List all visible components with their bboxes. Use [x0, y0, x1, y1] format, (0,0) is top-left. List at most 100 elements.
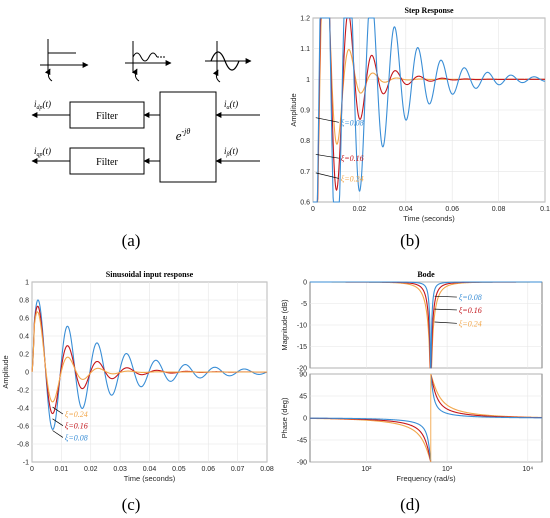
sin-y-tick-label: -0.2 — [17, 388, 29, 395]
input-beta-label: iβ(t) — [224, 146, 238, 158]
sinusoidal-response-chart: Sinusoidal input response 0 0.01 0.02 0.03 0.… — [2, 270, 274, 483]
step-response-title: Step Response — [404, 6, 454, 15]
bode-mag-y-tick-label: -15 — [297, 344, 307, 351]
sin-y-tick-label: 1 — [25, 280, 29, 287]
filter-top-label: Filter — [96, 111, 118, 122]
step-annotation-label: ξ=0.16 — [341, 154, 364, 163]
sin-annotation-leader — [52, 406, 64, 415]
bode-phase-y-tick-label: 90 — [299, 372, 307, 379]
step-annotation-leader — [315, 117, 339, 123]
sin-y-tick-label: -1 — [23, 460, 29, 467]
bode-annotation-label: ξ=0.08 — [459, 293, 482, 302]
sin-y-tick-label: 0 — [25, 370, 29, 377]
bode-phase-y-tick-label: -90 — [297, 460, 307, 467]
sin-x-tick-label: 0.08 — [260, 466, 274, 473]
output-d-label: idp(t) — [34, 99, 51, 111]
bode-annotation-leader — [434, 321, 457, 324]
panel-label-d: (d) — [400, 495, 420, 514]
filter-bottom-label: Filter — [96, 157, 118, 168]
sin-series-line — [31, 299, 268, 430]
sin-y-tick-label: 0.8 — [19, 298, 29, 305]
step-y-tick-label: 1.2 — [300, 16, 310, 23]
sin-y-tick-label: 0.2 — [19, 352, 29, 359]
sin-x-tick-label: 0.04 — [143, 466, 157, 473]
bode-mag-y-tick-label: -10 — [297, 323, 307, 330]
panel-label-c: (c) — [122, 495, 141, 514]
step-response-chart: Step Response 0 0.02 0.04 0.06 0.08 0.1 0.6 0.7 0… — [290, 6, 550, 223]
sin-series-line — [31, 311, 267, 403]
sin-y-tick-label: -0.6 — [17, 424, 29, 431]
step-y-tick-label: 0.8 — [300, 138, 310, 145]
step-series-line — [313, 17, 546, 203]
sin-x-tick-label: 0.06 — [201, 466, 215, 473]
bode-phase-y-tick-label: 0 — [303, 416, 307, 423]
sin-annotation-label: ξ=0.16 — [65, 422, 88, 431]
bode-mag-y-tick-label: 0 — [303, 280, 307, 287]
sin-y-tick-label: -0.4 — [17, 406, 29, 413]
step-y-tick-label: 1.1 — [300, 46, 310, 53]
bode-phase-y-tick-label: 45 — [299, 394, 307, 401]
filter-bottom-box — [69, 147, 145, 175]
step-x-tick-label: 0.02 — [353, 206, 367, 213]
bode-phase-series-line — [310, 417, 432, 461]
dc-signal-icon — [40, 39, 89, 82]
bode-chart: Bode -20 -15 -10 -5 0 10² 10³ 10⁴ -90 -45 0 45 90 Freq… — [280, 270, 543, 483]
bode-phase-x-tick-label: 10⁴ — [522, 466, 533, 473]
sin-y-axis-label: Amplitude — [2, 355, 10, 388]
bode-x-axis-label: Frequency (rad/s) — [396, 474, 456, 483]
step-x-tick-label: 0.1 — [540, 206, 550, 213]
sin-x-tick-label: 0.02 — [84, 466, 98, 473]
sin-x-tick-label: 0.03 — [113, 466, 127, 473]
input-alpha-label: iα(t) — [224, 99, 238, 111]
bode-annotation-label: ξ=0.16 — [459, 306, 482, 315]
bode-annotation-leader — [434, 308, 457, 311]
step-x-tick-label: 0.06 — [445, 206, 459, 213]
bode-mag-y-axis-label: Magnitude (dB) — [280, 299, 289, 351]
sin-annotation-label: ξ=0.24 — [65, 410, 88, 419]
sin-y-tick-label: 0.4 — [19, 334, 29, 341]
sin-x-tick-label: 0.05 — [172, 466, 186, 473]
step-x-tick-label: 0.08 — [492, 206, 506, 213]
step-y-axis-label: Amplitude — [290, 93, 298, 126]
sin-x-axis-label: Time (seconds) — [124, 474, 176, 483]
bode-annotation-leader — [434, 295, 457, 298]
sin-annotation-label: ξ=0.08 — [65, 433, 88, 442]
rotation-block — [159, 91, 217, 183]
sin-x-tick-label: 0 — [30, 466, 34, 473]
step-annotation-label: ξ=0.08 — [341, 118, 364, 127]
step-annotation-label: ξ=0.24 — [341, 174, 364, 183]
sin-x-tick-label: 0.01 — [55, 466, 69, 473]
step-x-axis-label: Time (seconds) — [403, 214, 455, 223]
step-y-tick-label: 0.6 — [300, 200, 310, 207]
panel-label-b: (b) — [400, 231, 420, 250]
bode-mag-y-tick-label: -5 — [301, 301, 307, 308]
output-q-label: iqp(t) — [34, 146, 51, 158]
bode-title: Bode — [417, 270, 435, 279]
step-series-line — [313, 17, 545, 203]
step-x-tick-label: 0.04 — [399, 206, 413, 213]
bode-phase-y-axis-label: Phase (deg) — [280, 397, 289, 438]
bode-mag-series-line — [310, 281, 542, 369]
bode-mag-y-tick-label: -20 — [297, 366, 307, 373]
sinusoidal-title: Sinusoidal input response — [106, 270, 194, 279]
bode-phase-series-line — [430, 375, 542, 419]
step-annotation-leader — [315, 154, 339, 159]
step-y-tick-label: 0.9 — [300, 108, 310, 115]
step-x-tick-label: 0 — [311, 206, 315, 213]
bode-annotation-label: ξ=0.24 — [459, 319, 482, 328]
bode-phase-y-tick-label: -45 — [297, 438, 307, 445]
sine-signal-icon — [205, 41, 252, 83]
rotation-label: e-jθ — [176, 127, 191, 143]
bode-phase-x-tick-label: 10² — [361, 466, 372, 473]
step-annotation-leader — [315, 172, 339, 179]
block-diagram: Filter Filter e-jθ idp(t) iqp(t) iα(t) i… — [31, 39, 260, 183]
ripple-signal-icon — [125, 41, 172, 82]
sin-x-tick-label: 0.07 — [231, 466, 245, 473]
bode-phase-x-tick-label: 10³ — [442, 466, 453, 473]
sin-annotation-leader — [52, 430, 64, 438]
sin-y-tick-label: 0.6 — [19, 316, 29, 323]
step-y-tick-label: 1 — [306, 77, 310, 84]
sin-y-tick-label: -0.8 — [17, 442, 29, 449]
sin-annotation-leader — [52, 418, 64, 426]
step-y-tick-label: 0.7 — [300, 169, 310, 176]
